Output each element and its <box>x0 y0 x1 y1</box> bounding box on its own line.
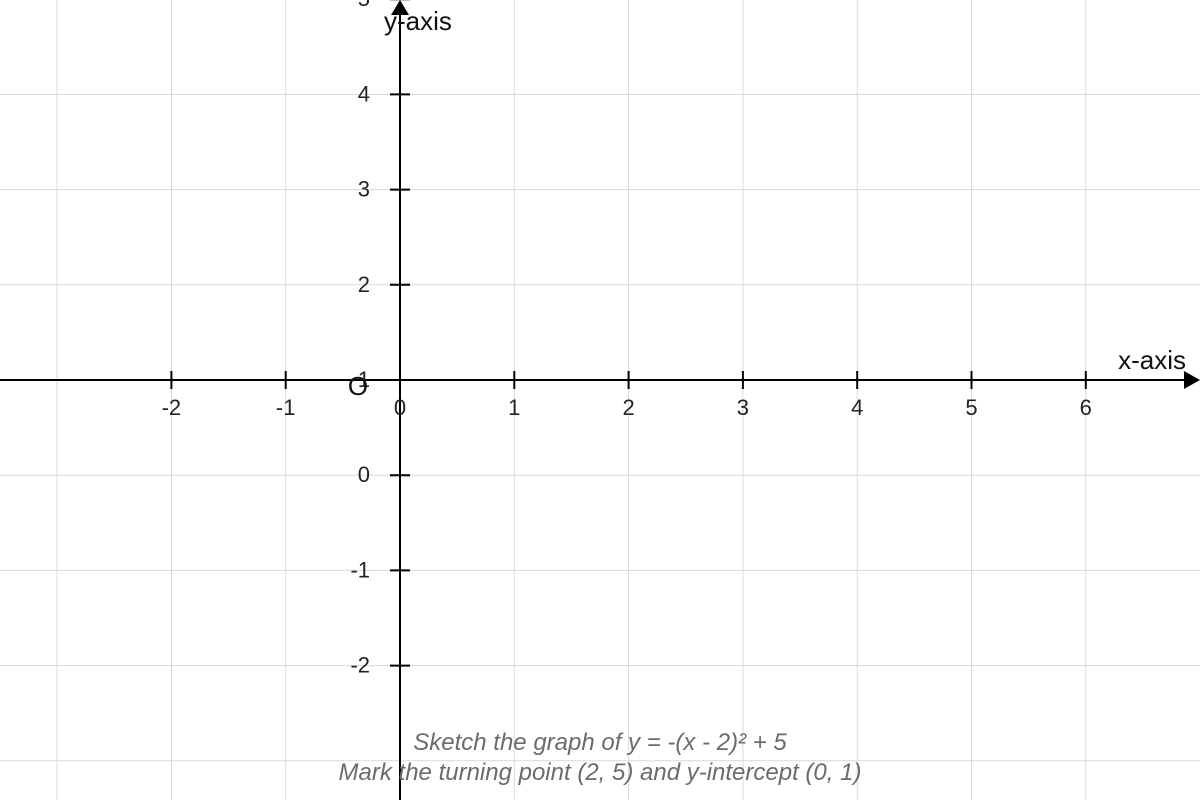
x-axis-arrow-icon <box>1184 371 1200 389</box>
y-tick-label: 1 <box>358 367 370 392</box>
y-axis-arrow-icon <box>391 0 409 15</box>
x-ticks: -2 -1 0 1 2 3 4 5 6 <box>162 371 1092 420</box>
y-tick-label: 3 <box>358 177 370 202</box>
x-tick-label: -1 <box>276 395 296 420</box>
y-tick-label: 4 <box>358 81 370 106</box>
origin-label: O <box>348 371 368 401</box>
caption-line-2: Mark the turning point (2, 5) and y-inte… <box>339 759 862 786</box>
x-tick-label: 6 <box>1080 395 1092 420</box>
y-tick-label: -2 <box>350 653 370 678</box>
x-tick-label: 3 <box>737 395 749 420</box>
x-tick-label: -2 <box>162 395 182 420</box>
caption-line-1: Sketch the graph of y = -(x - 2)² + 5 <box>413 729 787 756</box>
x-tick-label: 2 <box>622 395 634 420</box>
y-tick-label: 5 <box>358 0 370 11</box>
x-tick-label: 0 <box>394 395 406 420</box>
y-ticks: 543210-1-2 <box>350 0 410 678</box>
y-tick-label: 2 <box>358 272 370 297</box>
y-axis-title: y-axis <box>384 6 452 36</box>
x-tick-label: 5 <box>965 395 977 420</box>
x-tick-label: 1 <box>508 395 520 420</box>
x-tick-label: 4 <box>851 395 863 420</box>
y-tick-label: 0 <box>358 462 370 487</box>
x-axis-title: x-axis <box>1118 345 1186 375</box>
y-tick-label: -1 <box>350 557 370 582</box>
